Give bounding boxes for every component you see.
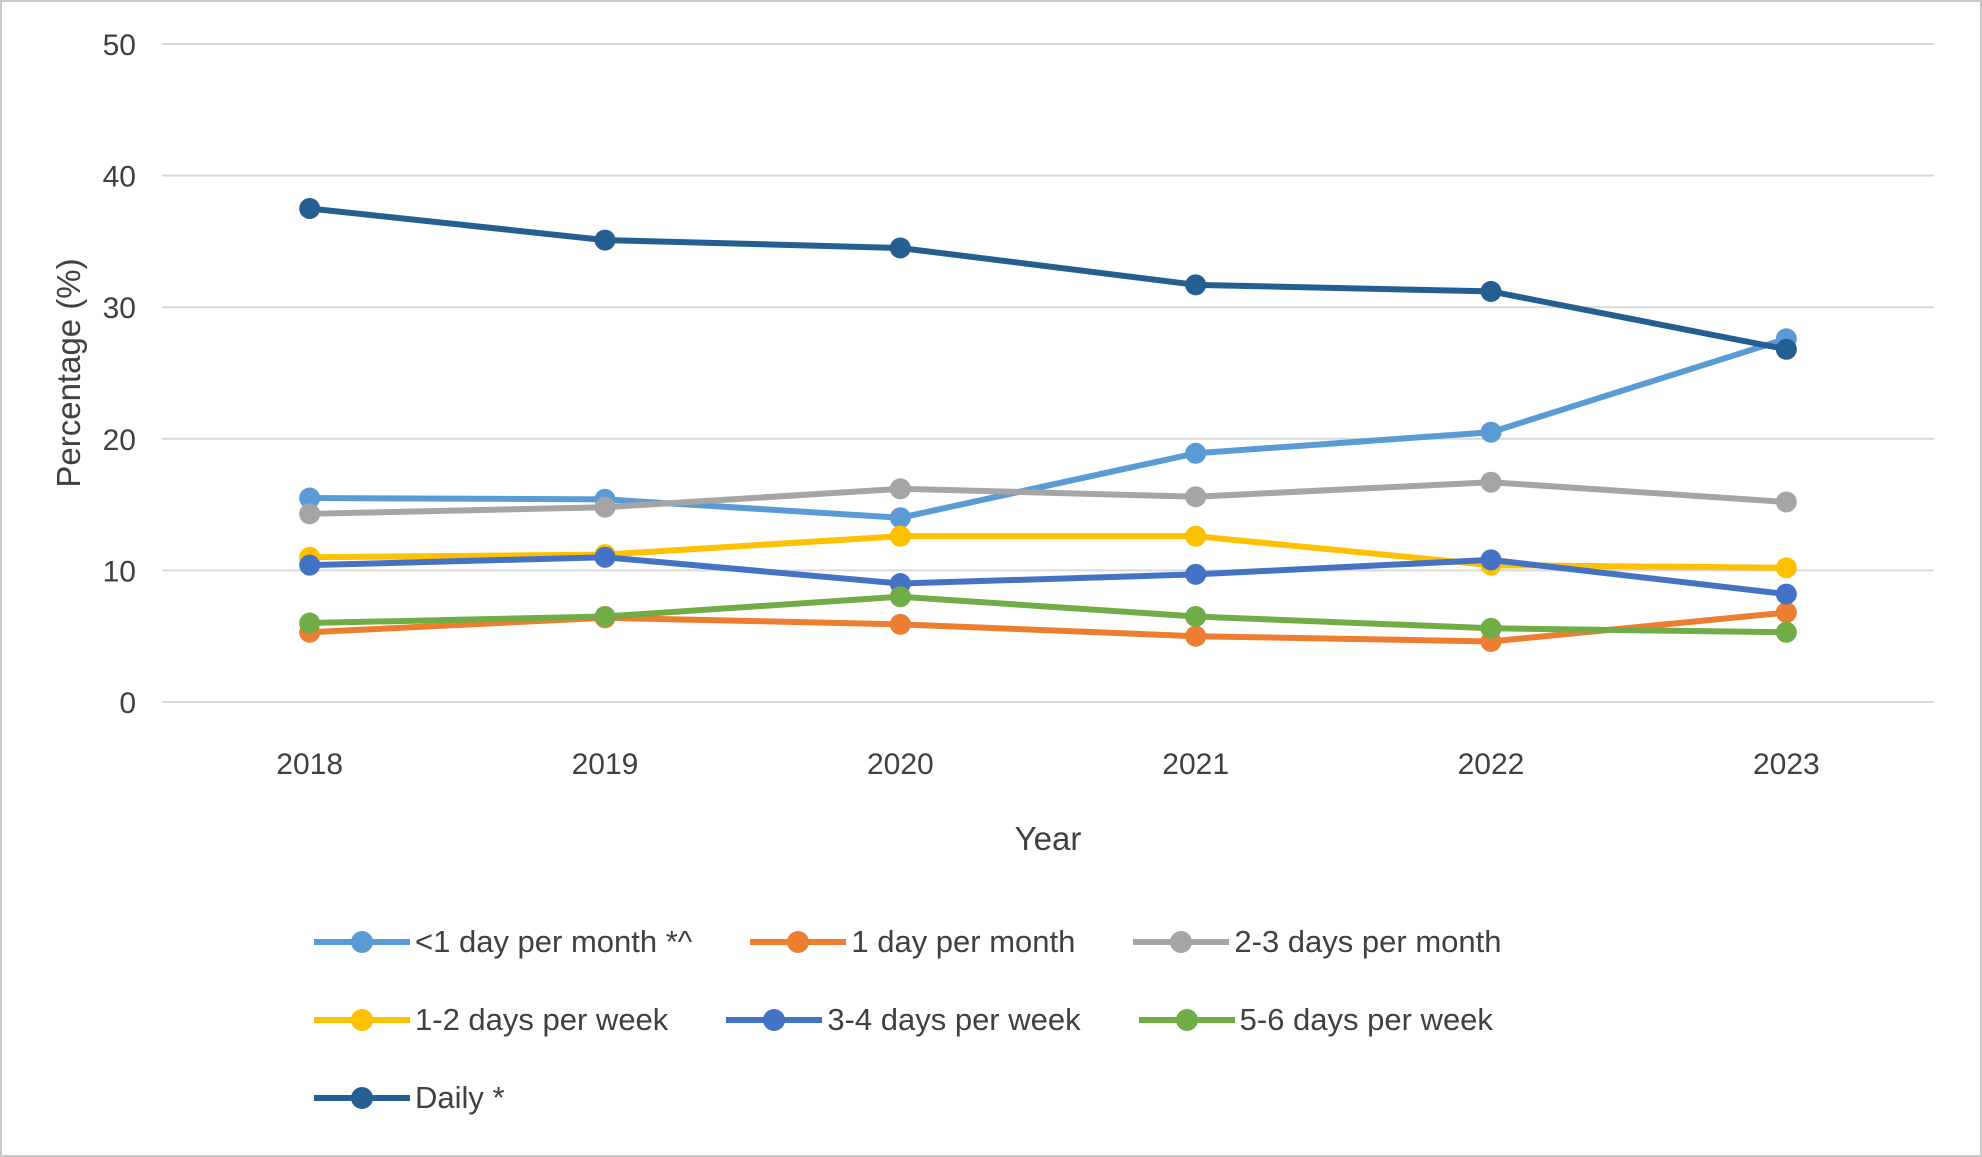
series-point bbox=[1185, 486, 1207, 508]
series-line bbox=[306, 205, 1790, 353]
legend-row: <1 day per month *^ 1 day per month 2-3 da… bbox=[2, 924, 1980, 960]
legend-label: Daily * bbox=[415, 1080, 505, 1115]
series-point bbox=[1775, 621, 1797, 643]
legend-label: 3-4 days per week bbox=[827, 1002, 1081, 1037]
series-point bbox=[1775, 583, 1797, 605]
series-line bbox=[306, 335, 1790, 521]
series-point bbox=[1775, 557, 1797, 579]
legend-marker-icon bbox=[726, 1009, 823, 1031]
series-point bbox=[299, 487, 321, 509]
legend-item: 1 day per month bbox=[750, 924, 1075, 960]
legend-marker-icon bbox=[750, 931, 847, 953]
legend-label: <1 day per month *^ bbox=[415, 924, 693, 959]
legend-marker-icon bbox=[1133, 931, 1230, 953]
series-line bbox=[306, 554, 1790, 598]
legend-marker-icon bbox=[1138, 1009, 1235, 1031]
series-point bbox=[1480, 617, 1502, 639]
legend-row: 1-2 days per week 3-4 days per week 5-6 da… bbox=[2, 1002, 1980, 1038]
legend-item: 5-6 days per week bbox=[1138, 1002, 1493, 1038]
series-point bbox=[889, 586, 911, 608]
series-point bbox=[299, 198, 321, 219]
series-point bbox=[1480, 471, 1502, 493]
x-tick-label: 2019 bbox=[572, 748, 639, 781]
series-point bbox=[594, 229, 616, 251]
legend-item: Daily * bbox=[314, 1080, 505, 1116]
series-point bbox=[594, 605, 616, 627]
legend-item: 3-4 days per week bbox=[726, 1002, 1081, 1038]
y-tick-label: 10 bbox=[103, 555, 136, 588]
legend-item: 1-2 days per week bbox=[314, 1002, 668, 1038]
x-tick-label: 2022 bbox=[1458, 748, 1525, 781]
series-line bbox=[306, 533, 1790, 571]
series-point bbox=[1480, 280, 1502, 302]
series-point bbox=[1480, 549, 1502, 571]
series-line bbox=[306, 593, 1790, 636]
series-point bbox=[1185, 563, 1207, 585]
legend-marker-icon bbox=[314, 1009, 410, 1031]
chart-legend: <1 day per month *^ 1 day per month 2-3 da… bbox=[2, 924, 1980, 1155]
y-tick-label: 30 bbox=[103, 292, 136, 325]
legend-marker-icon bbox=[314, 931, 410, 953]
y-tick-label: 50 bbox=[103, 29, 136, 62]
series-point bbox=[1185, 605, 1207, 627]
x-tick-label: 2021 bbox=[1162, 748, 1229, 781]
series-point bbox=[889, 478, 911, 500]
series-point bbox=[594, 496, 616, 518]
series-point bbox=[1775, 491, 1797, 513]
legend-label: 1-2 days per week bbox=[415, 1002, 669, 1037]
x-tick-label: 2023 bbox=[1753, 748, 1820, 781]
series-point bbox=[889, 237, 911, 259]
series-point bbox=[1185, 625, 1207, 647]
series-point bbox=[1480, 421, 1502, 443]
series-point bbox=[1185, 525, 1207, 547]
series-point bbox=[594, 546, 616, 568]
y-axis-title: Percentage (%) bbox=[50, 258, 87, 487]
x-tick-label: 2018 bbox=[276, 748, 343, 781]
x-axis-title: Year bbox=[1015, 820, 1082, 857]
legend-label: 2-3 days per month bbox=[1234, 924, 1502, 959]
series-point bbox=[889, 613, 911, 635]
legend-item: 2-3 days per month bbox=[1133, 924, 1501, 960]
legend-item: <1 day per month *^ bbox=[314, 924, 692, 960]
y-tick-label: 0 bbox=[119, 687, 136, 720]
series-point bbox=[889, 525, 911, 547]
series-point bbox=[1185, 274, 1207, 296]
x-tick-label: 2020 bbox=[867, 748, 934, 781]
series-point bbox=[1775, 338, 1797, 360]
y-tick-label: 40 bbox=[103, 161, 136, 194]
series-point bbox=[299, 612, 321, 634]
series-point bbox=[299, 554, 321, 576]
series-point bbox=[299, 503, 321, 525]
legend-marker-icon bbox=[314, 1087, 410, 1109]
series-point bbox=[889, 507, 911, 529]
legend-row: Daily * bbox=[2, 1080, 1980, 1116]
series-point bbox=[1775, 602, 1797, 624]
series-point bbox=[1185, 442, 1207, 464]
y-tick-label: 20 bbox=[103, 424, 136, 457]
line-chart-svg: Percentage (%) Year 0 10 20 30 40 50 2018 2019 2… bbox=[50, 29, 1934, 857]
legend-label: 1 day per month bbox=[851, 924, 1076, 959]
series-line bbox=[306, 479, 1790, 517]
legend-label: 5-6 days per week bbox=[1239, 1002, 1493, 1037]
